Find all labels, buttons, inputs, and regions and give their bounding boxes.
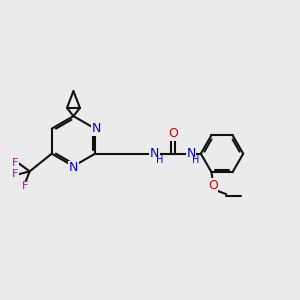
Text: F: F xyxy=(22,181,28,191)
Text: N: N xyxy=(69,161,78,174)
Text: H: H xyxy=(156,155,163,165)
Text: F: F xyxy=(12,158,18,168)
Text: O: O xyxy=(168,127,178,140)
Text: O: O xyxy=(208,179,218,192)
Text: N: N xyxy=(92,122,101,135)
Text: N: N xyxy=(150,147,159,160)
Text: F: F xyxy=(12,169,18,179)
Text: H: H xyxy=(192,155,200,165)
Text: N: N xyxy=(186,147,196,160)
